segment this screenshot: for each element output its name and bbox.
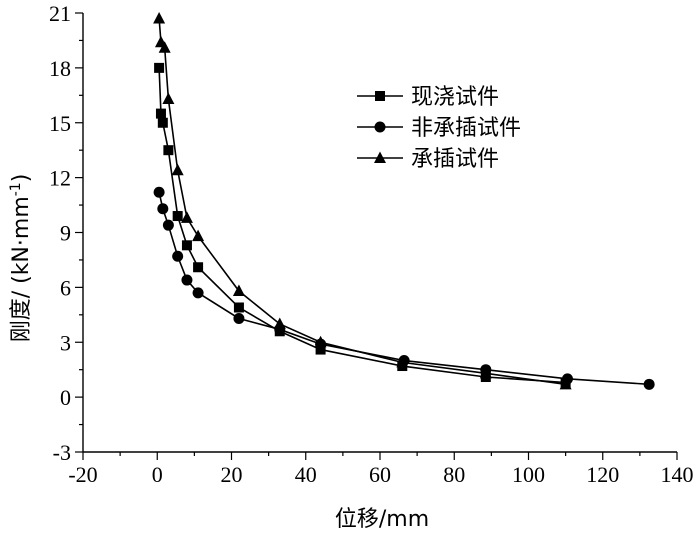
- data-point-square: [163, 145, 174, 156]
- y-tick-label: 15: [49, 111, 71, 136]
- data-point-circle: [643, 378, 655, 390]
- y-axis-title-main: 刚度/ (kN·mm: [9, 196, 34, 342]
- legend-label: 承插试件: [411, 147, 499, 172]
- data-point-circle: [181, 274, 193, 286]
- y-tick-label: 12: [49, 166, 71, 191]
- legend-marker-square: [375, 91, 385, 101]
- axes: -20 0 20 40 60 80 100 120 140 -3 0 3 6 9 12 15 18 21: [49, 1, 694, 487]
- data-point-square: [154, 62, 165, 73]
- y-axis-title-close: ): [9, 174, 34, 183]
- data-point-triangle: [559, 377, 572, 390]
- series-group: [153, 11, 655, 390]
- data-point-square: [155, 108, 166, 119]
- legend-marker-triangle: [374, 151, 386, 163]
- y-tick-label: 9: [60, 221, 71, 246]
- data-point-triangle: [273, 317, 286, 329]
- data-point-triangle: [153, 11, 166, 24]
- data-point-circle: [192, 287, 204, 299]
- x-tick-label: 120: [586, 462, 619, 487]
- x-tick-label: 100: [512, 462, 545, 487]
- data-point-square: [157, 117, 168, 128]
- data-point-square: [193, 262, 204, 273]
- data-point-triangle: [314, 335, 327, 348]
- legend-label: 非承插试件: [411, 116, 521, 141]
- data-point-circle: [157, 203, 169, 215]
- x-tick-label: 20: [221, 462, 243, 487]
- x-axis-title: 位移/mm: [335, 507, 429, 532]
- data-point-circle: [162, 219, 174, 231]
- data-point-circle: [172, 250, 184, 262]
- data-point-triangle: [171, 163, 184, 176]
- data-point-triangle: [479, 366, 492, 379]
- y-tick-label: -3: [53, 440, 71, 465]
- y-tick-label: 0: [60, 385, 71, 410]
- x-tick-label: 0: [152, 462, 163, 487]
- y-axis-title: 刚度/ (kN·mm-1): [8, 174, 34, 343]
- y-axis-title-superscript: -1: [8, 182, 24, 196]
- data-point-triangle: [232, 284, 245, 297]
- data-point-triangle: [180, 211, 193, 223]
- x-tick-label: -20: [68, 462, 97, 487]
- series-triangle: [153, 11, 572, 390]
- x-tick-label: 80: [443, 462, 465, 487]
- series-circle: [153, 186, 655, 390]
- data-point-triangle: [162, 92, 175, 104]
- y-tick-label: 21: [49, 1, 71, 26]
- series-square: [154, 62, 571, 388]
- y-tick-label: 3: [60, 330, 71, 355]
- y-tick-label: 6: [60, 275, 71, 300]
- y-tick-label: 18: [49, 56, 71, 81]
- x-tick-label: 60: [369, 462, 391, 487]
- data-point-square: [181, 240, 192, 251]
- legend-label: 现浇试件: [411, 85, 499, 110]
- data-point-triangle: [192, 229, 205, 242]
- legend-marker-circle: [374, 121, 386, 133]
- data-point-square: [172, 211, 183, 222]
- x-tick-label: 140: [661, 462, 694, 487]
- data-point-square: [233, 302, 244, 313]
- data-point-circle: [233, 312, 245, 324]
- x-tick-label: 40: [295, 462, 317, 487]
- data-point-triangle: [158, 41, 171, 53]
- data-point-triangle: [396, 355, 409, 368]
- data-point-circle: [153, 186, 165, 198]
- series-line-triangle: [158, 18, 566, 386]
